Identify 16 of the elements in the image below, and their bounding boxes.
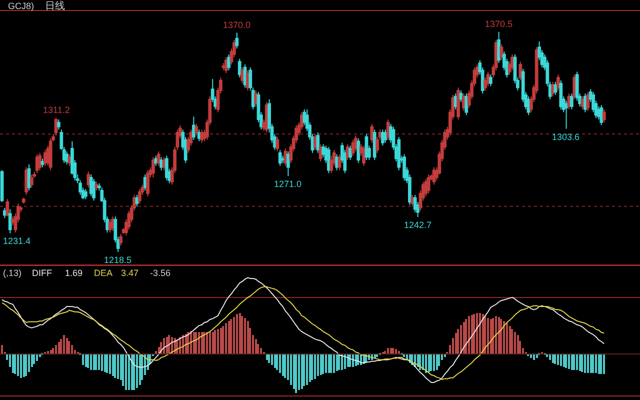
text: GCJ8) bbox=[8, 1, 34, 11]
annotation: -3.56 bbox=[150, 268, 171, 278]
text: 日线 bbox=[45, 0, 65, 12]
annotation: 1370.0 bbox=[223, 20, 251, 30]
annotation: 1271.0 bbox=[274, 179, 302, 189]
annotation: 1.69 bbox=[65, 268, 83, 278]
annotation: 1370.5 bbox=[485, 19, 513, 29]
annotation: (,13) bbox=[3, 268, 22, 278]
annotation: 1303.6 bbox=[552, 132, 580, 142]
text: DEA bbox=[94, 268, 113, 278]
annotation: 1311.2 bbox=[43, 105, 70, 115]
annotation: 3.47 bbox=[121, 268, 139, 278]
text: DIFF bbox=[32, 268, 52, 278]
annotation: 1218.5 bbox=[104, 255, 132, 265]
annotation: 1231.4 bbox=[3, 236, 31, 246]
annotation: 1242.7 bbox=[404, 220, 432, 230]
